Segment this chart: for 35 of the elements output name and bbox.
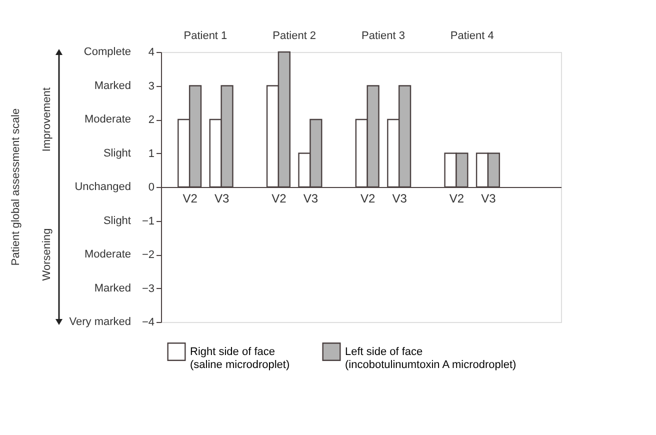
x-tick-label: V2 xyxy=(272,192,287,206)
x-tick-label: V3 xyxy=(303,192,318,206)
text: Moderate xyxy=(84,248,131,260)
text: Patient 4 xyxy=(450,30,494,42)
x-tick-label: V3 xyxy=(392,192,408,206)
text: Complete xyxy=(84,46,131,58)
y-tick-label: 3 xyxy=(148,80,154,92)
y-tick-label: −2 xyxy=(142,249,154,261)
y-tick-label: 2 xyxy=(148,114,154,126)
x-tick-label: V2 xyxy=(449,192,464,206)
y-tick-label: −3 xyxy=(142,282,154,295)
legend-label: Left side of face (incobotulinumtoxin A microdroplet) xyxy=(345,346,516,371)
x-tick-label: V2 xyxy=(182,192,198,206)
legend-label: Right side of face (saline microdroplet) xyxy=(190,346,290,371)
y-tick-label: −1 xyxy=(142,215,154,228)
text: Improvement xyxy=(41,87,53,152)
text: Patient 3 xyxy=(362,30,405,42)
text: Unchanged xyxy=(74,181,131,193)
text: Patient 2 xyxy=(272,30,316,42)
y-tick-label: 1 xyxy=(148,148,154,160)
y-tick-label: −4 xyxy=(142,316,154,328)
text: Moderate xyxy=(84,114,131,126)
text: Worsening xyxy=(41,228,53,281)
text: Marked xyxy=(94,80,131,92)
text: Slight xyxy=(103,147,131,160)
y-tick-label: 4 xyxy=(148,46,154,58)
text: Patient global assessment scale xyxy=(10,108,22,266)
y-tick-label: 0 xyxy=(148,182,154,194)
text: Patient 1 xyxy=(184,30,228,42)
x-tick-label: V3 xyxy=(481,192,496,206)
text: Marked xyxy=(94,282,131,294)
x-tick-label: V3 xyxy=(214,192,230,206)
x-tick-label: V2 xyxy=(360,192,376,206)
text: Very marked xyxy=(69,316,131,328)
text: Slight xyxy=(103,214,131,227)
